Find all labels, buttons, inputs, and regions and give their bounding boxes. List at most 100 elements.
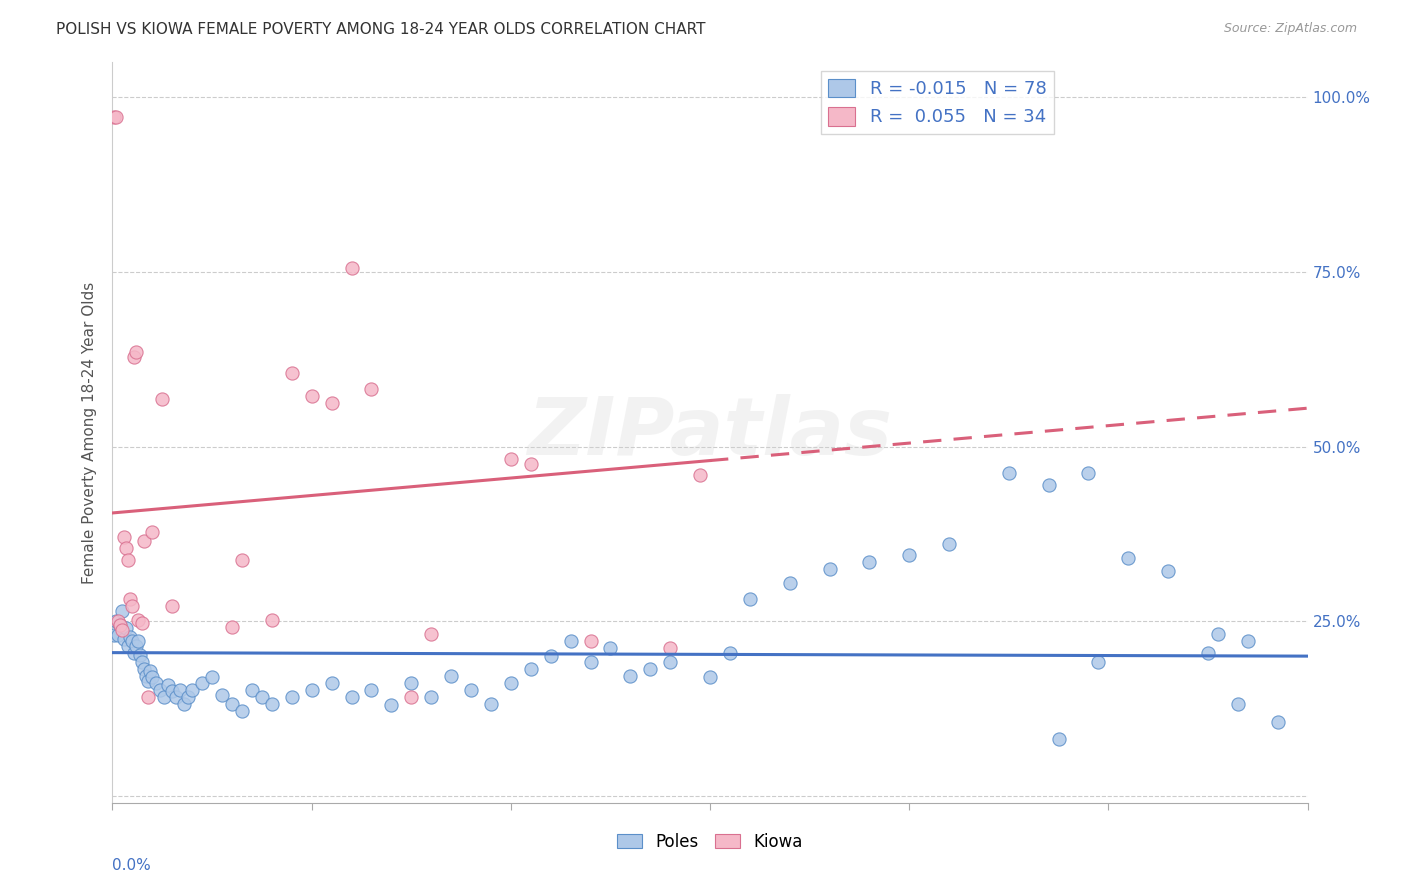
Point <box>127 633 149 648</box>
Point <box>321 396 343 410</box>
Point <box>301 682 323 697</box>
Legend: Poles, Kiowa: Poles, Kiowa <box>610 826 810 857</box>
Y-axis label: Female Poverty Among 18-24 Year Olds: Female Poverty Among 18-24 Year Olds <box>82 282 97 583</box>
Point <box>858 555 880 569</box>
Point <box>560 633 582 648</box>
Point <box>111 604 134 618</box>
Point <box>659 640 682 655</box>
Point <box>145 675 167 690</box>
Point <box>134 533 156 548</box>
Point <box>1206 627 1229 641</box>
Point <box>1118 551 1140 566</box>
Point <box>619 668 641 682</box>
Point <box>181 682 204 697</box>
Point <box>107 614 129 628</box>
Point <box>134 662 156 676</box>
Point <box>499 452 522 467</box>
Point <box>149 682 172 697</box>
Point <box>121 599 143 613</box>
Point <box>153 690 176 704</box>
Point <box>1237 633 1260 648</box>
Point <box>169 682 191 697</box>
Point <box>360 682 382 697</box>
Point <box>231 704 253 718</box>
Point <box>121 633 143 648</box>
Point <box>125 345 148 359</box>
Point <box>157 678 180 692</box>
Point <box>107 628 129 642</box>
Point <box>131 655 153 669</box>
Point <box>240 682 263 697</box>
Text: ZIPatlas: ZIPatlas <box>527 393 893 472</box>
Point <box>699 670 721 684</box>
Point <box>103 628 125 642</box>
Point <box>718 646 741 660</box>
Point <box>579 655 602 669</box>
Point <box>115 621 138 635</box>
Point <box>221 620 243 634</box>
Point <box>779 575 801 590</box>
Point <box>540 649 562 664</box>
Point <box>131 615 153 630</box>
Point <box>818 562 841 576</box>
Point <box>141 670 163 684</box>
Point <box>115 541 138 555</box>
Point <box>998 466 1021 480</box>
Point <box>1047 731 1070 746</box>
Point <box>191 675 214 690</box>
Point <box>162 684 183 698</box>
Point <box>150 392 173 406</box>
Point <box>162 599 183 613</box>
Point <box>380 698 402 712</box>
Point <box>114 530 135 544</box>
Point <box>105 614 128 628</box>
Point <box>659 655 682 669</box>
Point <box>138 673 160 688</box>
Text: Source: ZipAtlas.com: Source: ZipAtlas.com <box>1223 22 1357 36</box>
Point <box>124 646 146 660</box>
Point <box>250 690 273 704</box>
Point <box>738 591 761 606</box>
Point <box>1226 697 1249 711</box>
Point <box>281 690 304 704</box>
Point <box>103 110 125 124</box>
Text: POLISH VS KIOWA FEMALE POVERTY AMONG 18-24 YEAR OLDS CORRELATION CHART: POLISH VS KIOWA FEMALE POVERTY AMONG 18-… <box>56 22 706 37</box>
Point <box>301 389 323 403</box>
Point <box>117 553 139 567</box>
Point <box>117 639 139 653</box>
Point <box>401 690 423 704</box>
Point <box>579 633 602 648</box>
Point <box>420 627 443 641</box>
Point <box>1267 715 1289 730</box>
Point <box>260 697 283 711</box>
Point <box>1197 646 1219 660</box>
Point <box>1077 466 1099 480</box>
Point <box>125 639 148 653</box>
Point <box>599 640 621 655</box>
Point <box>689 467 711 482</box>
Point <box>260 613 283 627</box>
Point <box>138 690 160 704</box>
Point <box>114 632 135 646</box>
Point <box>111 623 134 637</box>
Point <box>139 665 162 679</box>
Point <box>1038 478 1060 492</box>
Point <box>340 261 363 276</box>
Point <box>479 697 502 711</box>
Point <box>321 675 343 690</box>
Point <box>898 548 921 562</box>
Point <box>120 591 142 606</box>
Point <box>440 668 463 682</box>
Point <box>165 690 187 704</box>
Point <box>640 662 662 676</box>
Point <box>201 670 224 684</box>
Point <box>129 648 152 662</box>
Point <box>520 662 543 676</box>
Point <box>499 675 522 690</box>
Point <box>135 668 157 682</box>
Point <box>105 110 128 124</box>
Point <box>221 697 243 711</box>
Point <box>110 617 132 632</box>
Point <box>124 350 146 364</box>
Point <box>231 553 253 567</box>
